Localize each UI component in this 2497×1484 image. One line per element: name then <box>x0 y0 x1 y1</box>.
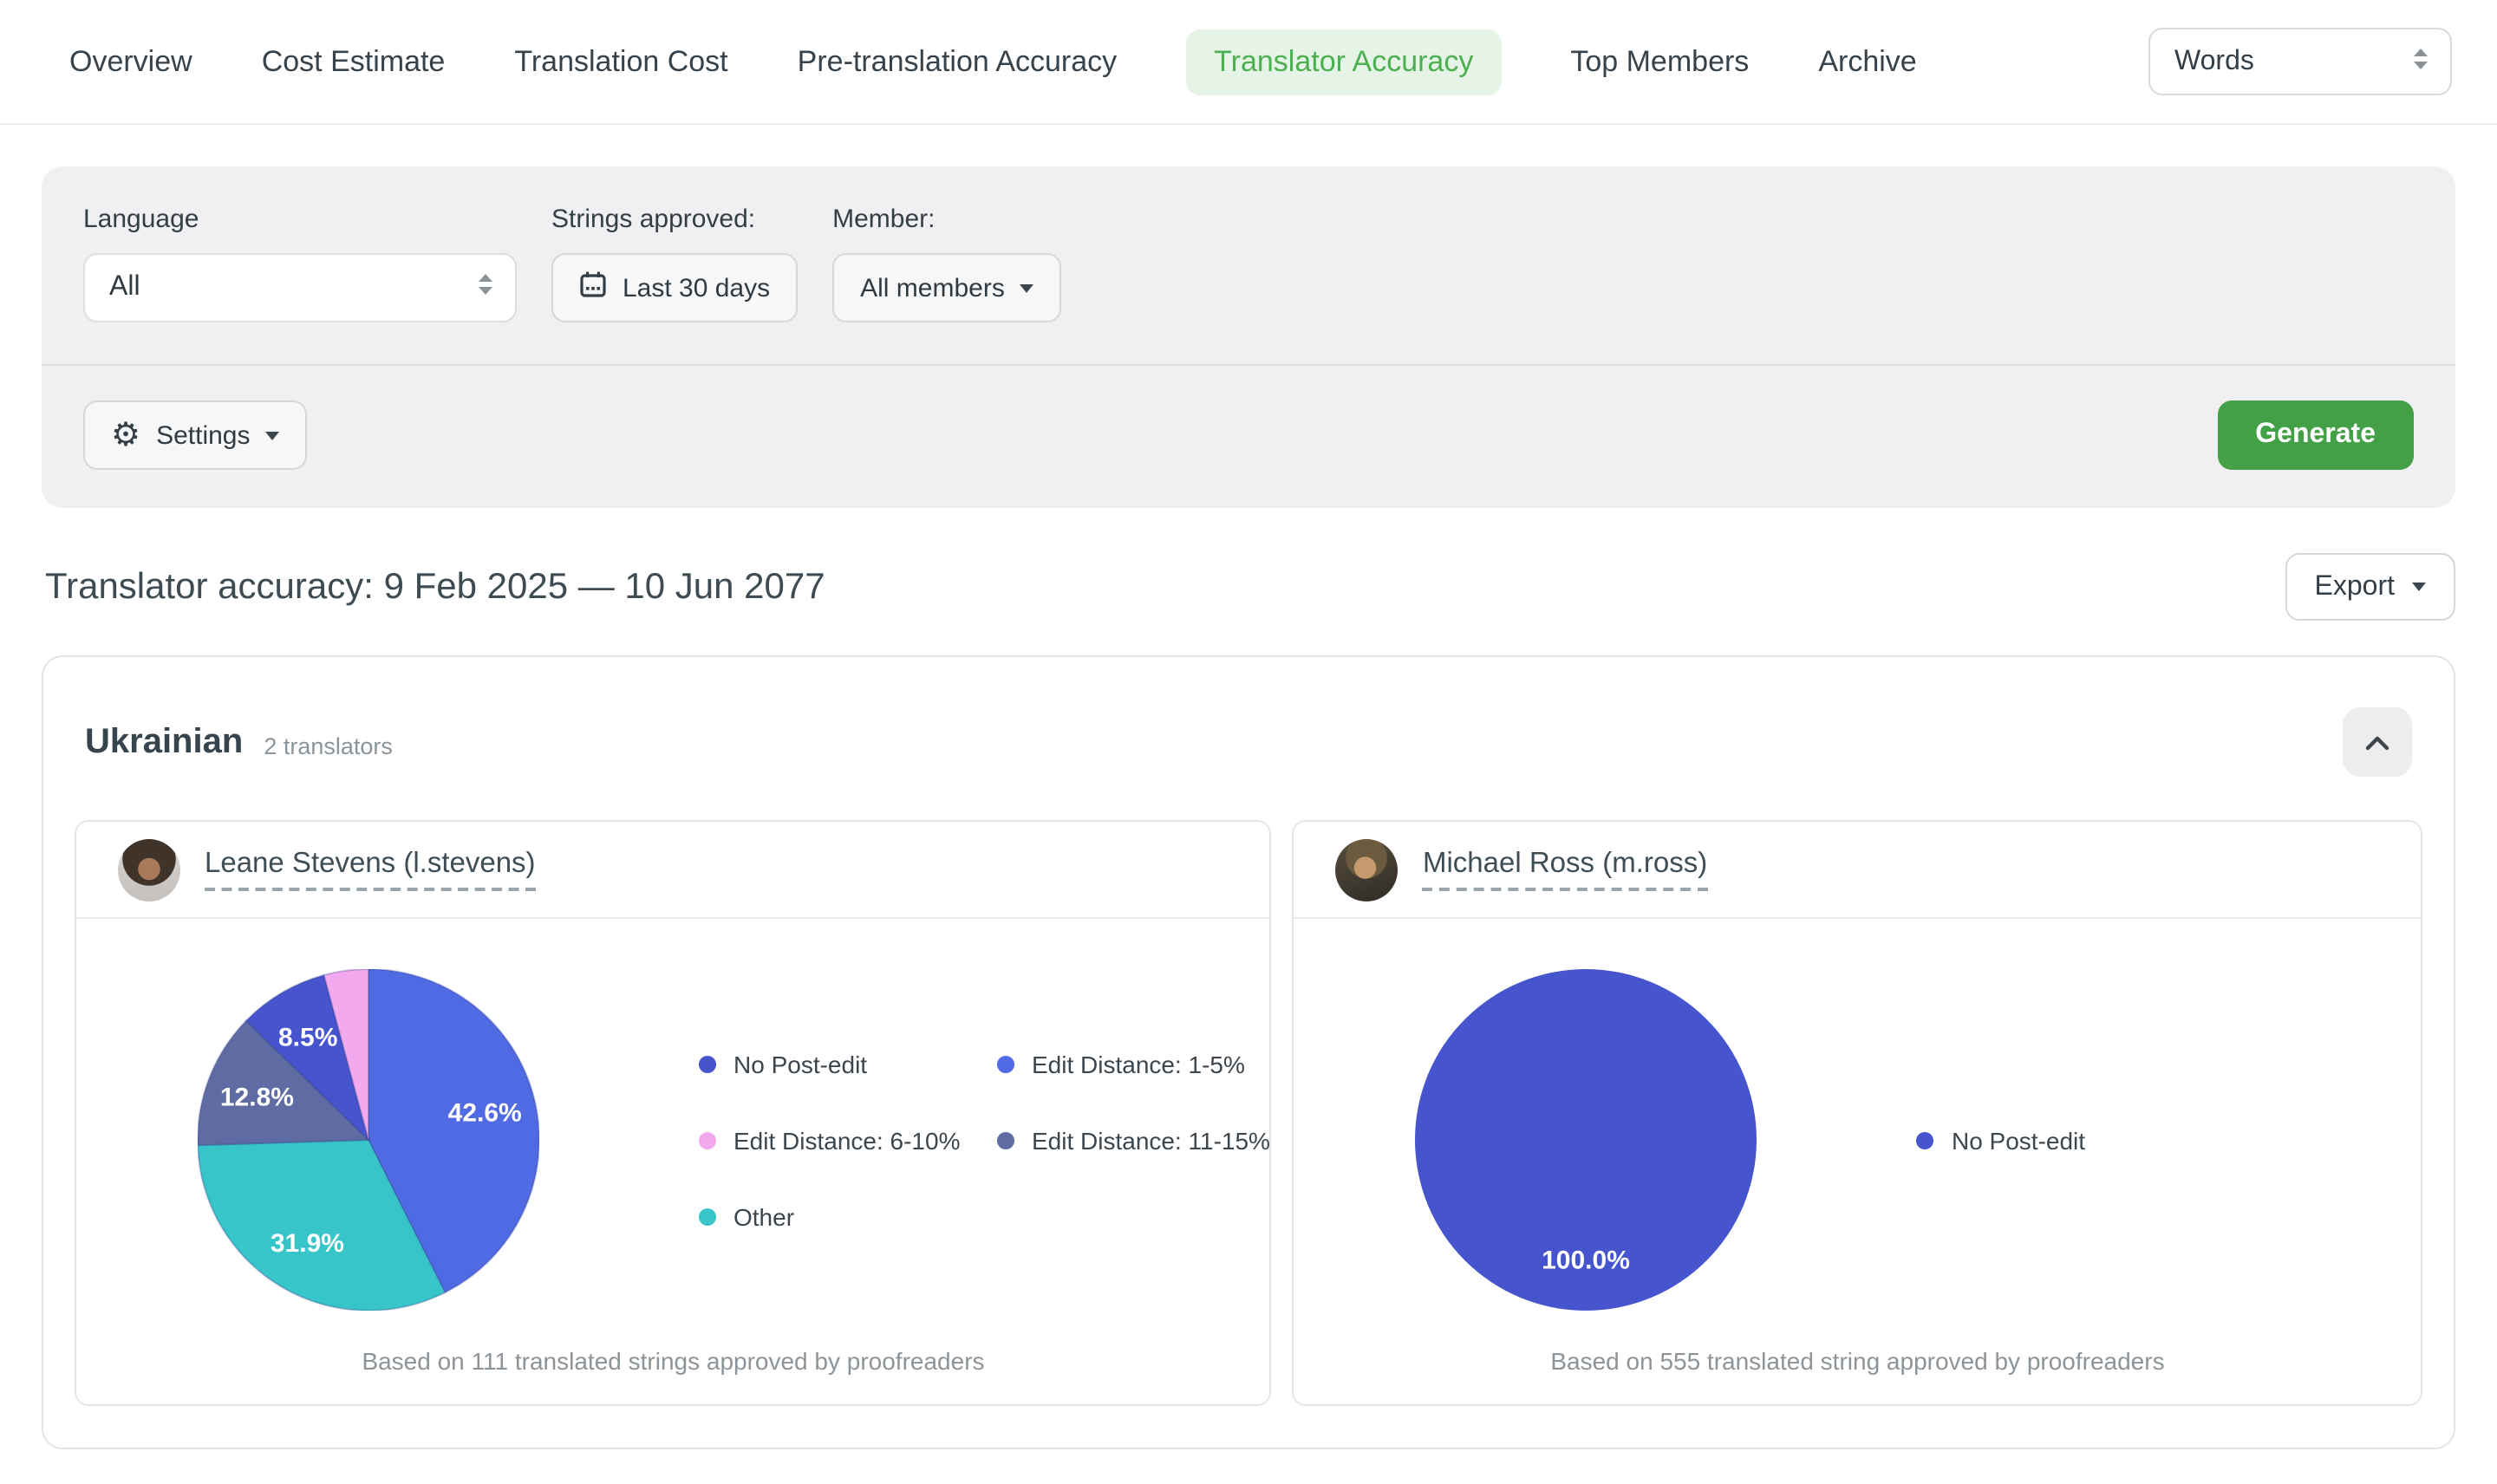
updown-caret-icon <box>2412 46 2429 77</box>
tab-top-members[interactable]: Top Members <box>1570 44 1750 77</box>
svg-text:100.0%: 100.0% <box>1542 1246 1631 1274</box>
legend-dot-icon <box>699 1207 716 1225</box>
legend-label: No Post-edit <box>733 1050 868 1077</box>
language-filter-group: Language All <box>83 205 517 322</box>
tab-pre-translation-accuracy[interactable]: Pre-translation Accuracy <box>797 44 1118 77</box>
avatar <box>1335 838 1398 901</box>
chart-footnote: Based on 555 translated string approved … <box>1550 1347 2165 1375</box>
legend-item[interactable]: No Post-edit <box>1916 1126 2086 1154</box>
tabs: Overview Cost Estimate Translation Cost … <box>69 29 1917 94</box>
legend-dot-icon <box>699 1131 716 1149</box>
legend-dot-icon <box>997 1055 1014 1072</box>
filter-row: Language All Strings approved: <box>42 166 2455 364</box>
settings-label: Settings <box>156 420 251 450</box>
chevron-down-icon <box>2412 583 2426 591</box>
legend-label: Other <box>733 1202 795 1230</box>
translator-card-header: Leane Stevens (l.stevens) <box>76 822 1270 919</box>
panel-divider <box>42 364 2455 366</box>
filter-panel: Language All Strings approved: <box>42 166 2455 508</box>
svg-text:42.6%: 42.6% <box>448 1099 522 1128</box>
updown-caret-icon <box>477 272 494 303</box>
legend-dot-icon <box>1916 1131 1934 1149</box>
chart-legend: No Post-edit <box>1916 1126 2086 1154</box>
legend-item[interactable]: Edit Distance: 11-15% <box>997 1126 1270 1154</box>
pie-chart: 100.0% <box>1415 969 1757 1311</box>
chevron-up-icon <box>2365 729 2389 755</box>
legend-label: Edit Distance: 1-5% <box>1032 1050 1245 1077</box>
unit-select[interactable]: Words <box>2148 28 2452 95</box>
legend-item[interactable]: Edit Distance: 6-10% <box>699 1126 997 1154</box>
member-value: All members <box>860 273 1005 303</box>
legend-label: Edit Distance: 6-10% <box>733 1126 961 1154</box>
tab-bar: Overview Cost Estimate Translation Cost … <box>0 0 2497 125</box>
tab-cost-estimate[interactable]: Cost Estimate <box>261 44 446 77</box>
export-button[interactable]: Export <box>2285 553 2455 621</box>
tab-overview[interactable]: Overview <box>69 44 192 77</box>
translator-card: Michael Ross (m.ross) 100.0% No Post-edi… <box>1292 820 2422 1406</box>
gear-icon: ⚙ <box>111 417 141 453</box>
language-select-value: All <box>109 272 140 302</box>
translator-card: Leane Stevens (l.stevens) 42.6% 31.9% 12.8… <box>75 820 1272 1406</box>
translators-row: Leane Stevens (l.stevens) 42.6% 31.9% 12.8… <box>75 820 2422 1406</box>
translator-name-link[interactable]: Leane Stevens (l.stevens) <box>205 848 536 891</box>
translator-card-header: Michael Ross (m.ross) <box>1294 822 2421 919</box>
generate-button[interactable]: Generate <box>2217 400 2414 470</box>
language-section-card: Ukrainian 2 translators Leane Stevens (l… <box>42 655 2455 1449</box>
page-title: Translator accuracy: 9 Feb 2025 — 10 Jun… <box>45 566 825 606</box>
language-select[interactable]: All <box>83 253 517 322</box>
chart-footnote: Based on 111 translated strings approved… <box>362 1347 985 1375</box>
chevron-down-icon <box>265 431 280 439</box>
export-label: Export <box>2314 571 2396 601</box>
chevron-down-icon <box>1020 283 1034 292</box>
svg-text:8.5%: 8.5% <box>278 1024 337 1052</box>
collapse-button[interactable] <box>2343 707 2412 777</box>
language-section-header: Ukrainian 2 translators <box>75 657 2422 782</box>
calendar-icon <box>579 270 607 305</box>
member-label: Member: <box>832 205 936 234</box>
pie-chart: 42.6% 31.9% 12.8% 8.5% <box>197 967 540 1312</box>
unit-select-value: Words <box>2174 46 2254 75</box>
svg-text:31.9%: 31.9% <box>271 1229 344 1258</box>
legend-item[interactable]: Edit Distance: 1-5% <box>997 1050 1270 1077</box>
date-range-button[interactable]: Last 30 days <box>551 253 799 322</box>
legend-item[interactable]: Other <box>699 1202 997 1230</box>
strings-approved-label: Strings approved: <box>551 205 756 234</box>
translator-name-link[interactable]: Michael Ross (m.ross) <box>1422 848 1708 891</box>
legend-label: No Post-edit <box>1951 1126 2086 1154</box>
avatar <box>118 838 180 901</box>
legend-label: Edit Distance: 11-15% <box>1032 1126 1270 1154</box>
svg-text:12.8%: 12.8% <box>220 1084 294 1112</box>
member-filter-group: Member: All members <box>832 205 1062 322</box>
chart-legend: No Post-edit Edit Distance: 1-5% Edit Dist… <box>699 1050 1270 1230</box>
member-dropdown[interactable]: All members <box>832 253 1062 322</box>
settings-dropdown[interactable]: ⚙ Settings <box>83 400 308 470</box>
report-header: Translator accuracy: 9 Feb 2025 — 10 Jun… <box>45 553 2455 621</box>
language-label: Language <box>83 205 199 234</box>
date-range-value: Last 30 days <box>623 273 771 303</box>
translators-count: 2 translators <box>264 732 393 758</box>
language-name: Ukrainian <box>85 722 244 760</box>
chart-row: 42.6% 31.9% 12.8% 8.5% No Post-edit Edit Dis… <box>76 967 1270 1312</box>
tab-archive[interactable]: Archive <box>1818 44 1917 77</box>
legend-dot-icon <box>997 1131 1014 1149</box>
legend-item[interactable]: No Post-edit <box>699 1050 997 1077</box>
actions-row: ⚙ Settings Generate <box>42 366 2455 508</box>
strings-approved-filter-group: Strings approved: Last 30 days <box>551 205 799 322</box>
tab-translator-accuracy[interactable]: Translator Accuracy <box>1186 29 1502 94</box>
chart-row: 100.0% No Post-edit <box>1294 969 2421 1311</box>
legend-dot-icon <box>699 1055 716 1072</box>
tab-translation-cost[interactable]: Translation Cost <box>514 44 728 77</box>
